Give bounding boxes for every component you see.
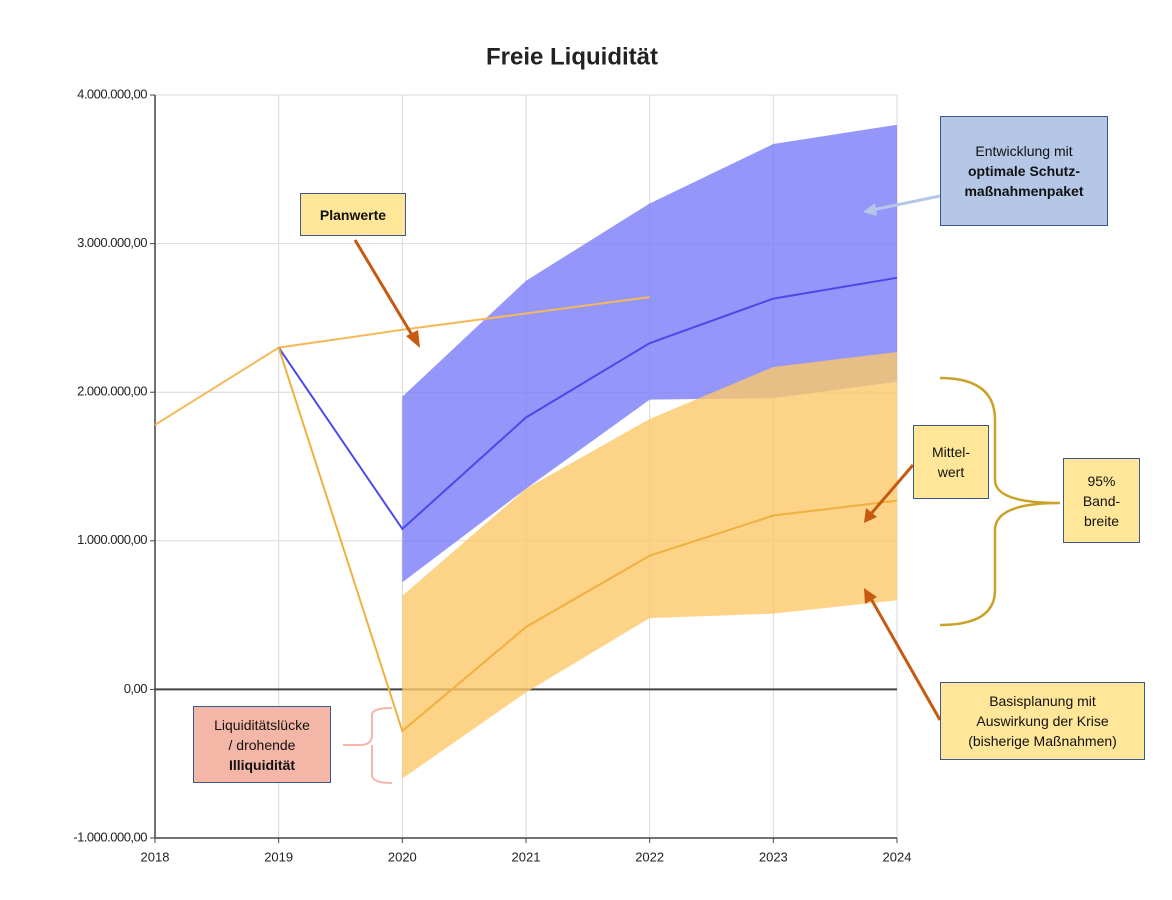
annotation-text: breite [1083, 512, 1120, 529]
annotation: Basisplanung mit Auswirkung der Krise (bis… [940, 682, 1145, 760]
annotation-text: wert [937, 464, 965, 480]
annotation-text: Auswirkung der Krise [976, 713, 1109, 729]
x-tick-label: 2019 [264, 849, 293, 864]
x-tick-label: 2024 [883, 849, 912, 864]
annotation: 95% Band-breite [1063, 458, 1140, 543]
annotation-text: Planwerte [319, 206, 387, 223]
annotation: Planwerte [300, 193, 406, 236]
arrowhead [863, 203, 877, 216]
line [154, 296, 650, 426]
annotation-text: optimale Schutz- [967, 163, 1080, 179]
annotation: Mittel-wert [913, 425, 989, 499]
annotation: Liquiditätslücke / drohende Illiquidität [193, 706, 331, 783]
annotation-text: Band- [1082, 492, 1121, 509]
arrow [868, 464, 915, 516]
x-tick-label: 2022 [635, 849, 664, 864]
annotation-text: (bisherige Maßnahmen) [968, 733, 1117, 749]
brace [939, 376, 1061, 627]
annotation-text: Entwicklung mit [975, 143, 1073, 159]
arrow [353, 239, 417, 341]
y-tick-label: 4.000.000,00 [77, 86, 147, 101]
arrowhead [864, 588, 877, 604]
x-tick-label: 2021 [512, 849, 541, 864]
x-tick-label: 2020 [388, 849, 417, 864]
y-tick-label: 3.000.000,00 [77, 235, 147, 250]
arrow [871, 194, 941, 212]
y-tick-label: 1.000.000,00 [77, 532, 147, 547]
band [402, 124, 897, 583]
annotation-text: maßnahmenpaket [964, 183, 1084, 199]
arrowhead [406, 330, 420, 348]
brace [343, 707, 393, 784]
arrowhead [864, 508, 877, 523]
x-tick-label: 2023 [759, 849, 788, 864]
y-tick-label: -1.000.000,00 [73, 829, 147, 844]
line [277, 276, 898, 531]
annotation-text: 95% [1087, 472, 1116, 489]
annotation-text: / drohende [228, 736, 296, 753]
arrow [868, 596, 942, 721]
y-tick-label: 2.000.000,00 [77, 384, 147, 399]
annotation-text: Basisplanung mit [989, 693, 1096, 709]
annotation-text: Liquiditätslücke [214, 716, 310, 733]
y-tick-label: 0,00 [124, 681, 148, 696]
line [277, 347, 898, 733]
annotation: Entwicklung mit optimale Schutz-maßnahmen… [940, 116, 1108, 226]
annotation-text: Mittel- [931, 444, 971, 460]
band [402, 352, 897, 779]
arrows [343, 194, 1061, 784]
chart-title: Freie Liquidität [486, 43, 658, 70]
x-tick-label: 2018 [141, 849, 170, 864]
annotation-text: Illiquidität [228, 756, 296, 773]
